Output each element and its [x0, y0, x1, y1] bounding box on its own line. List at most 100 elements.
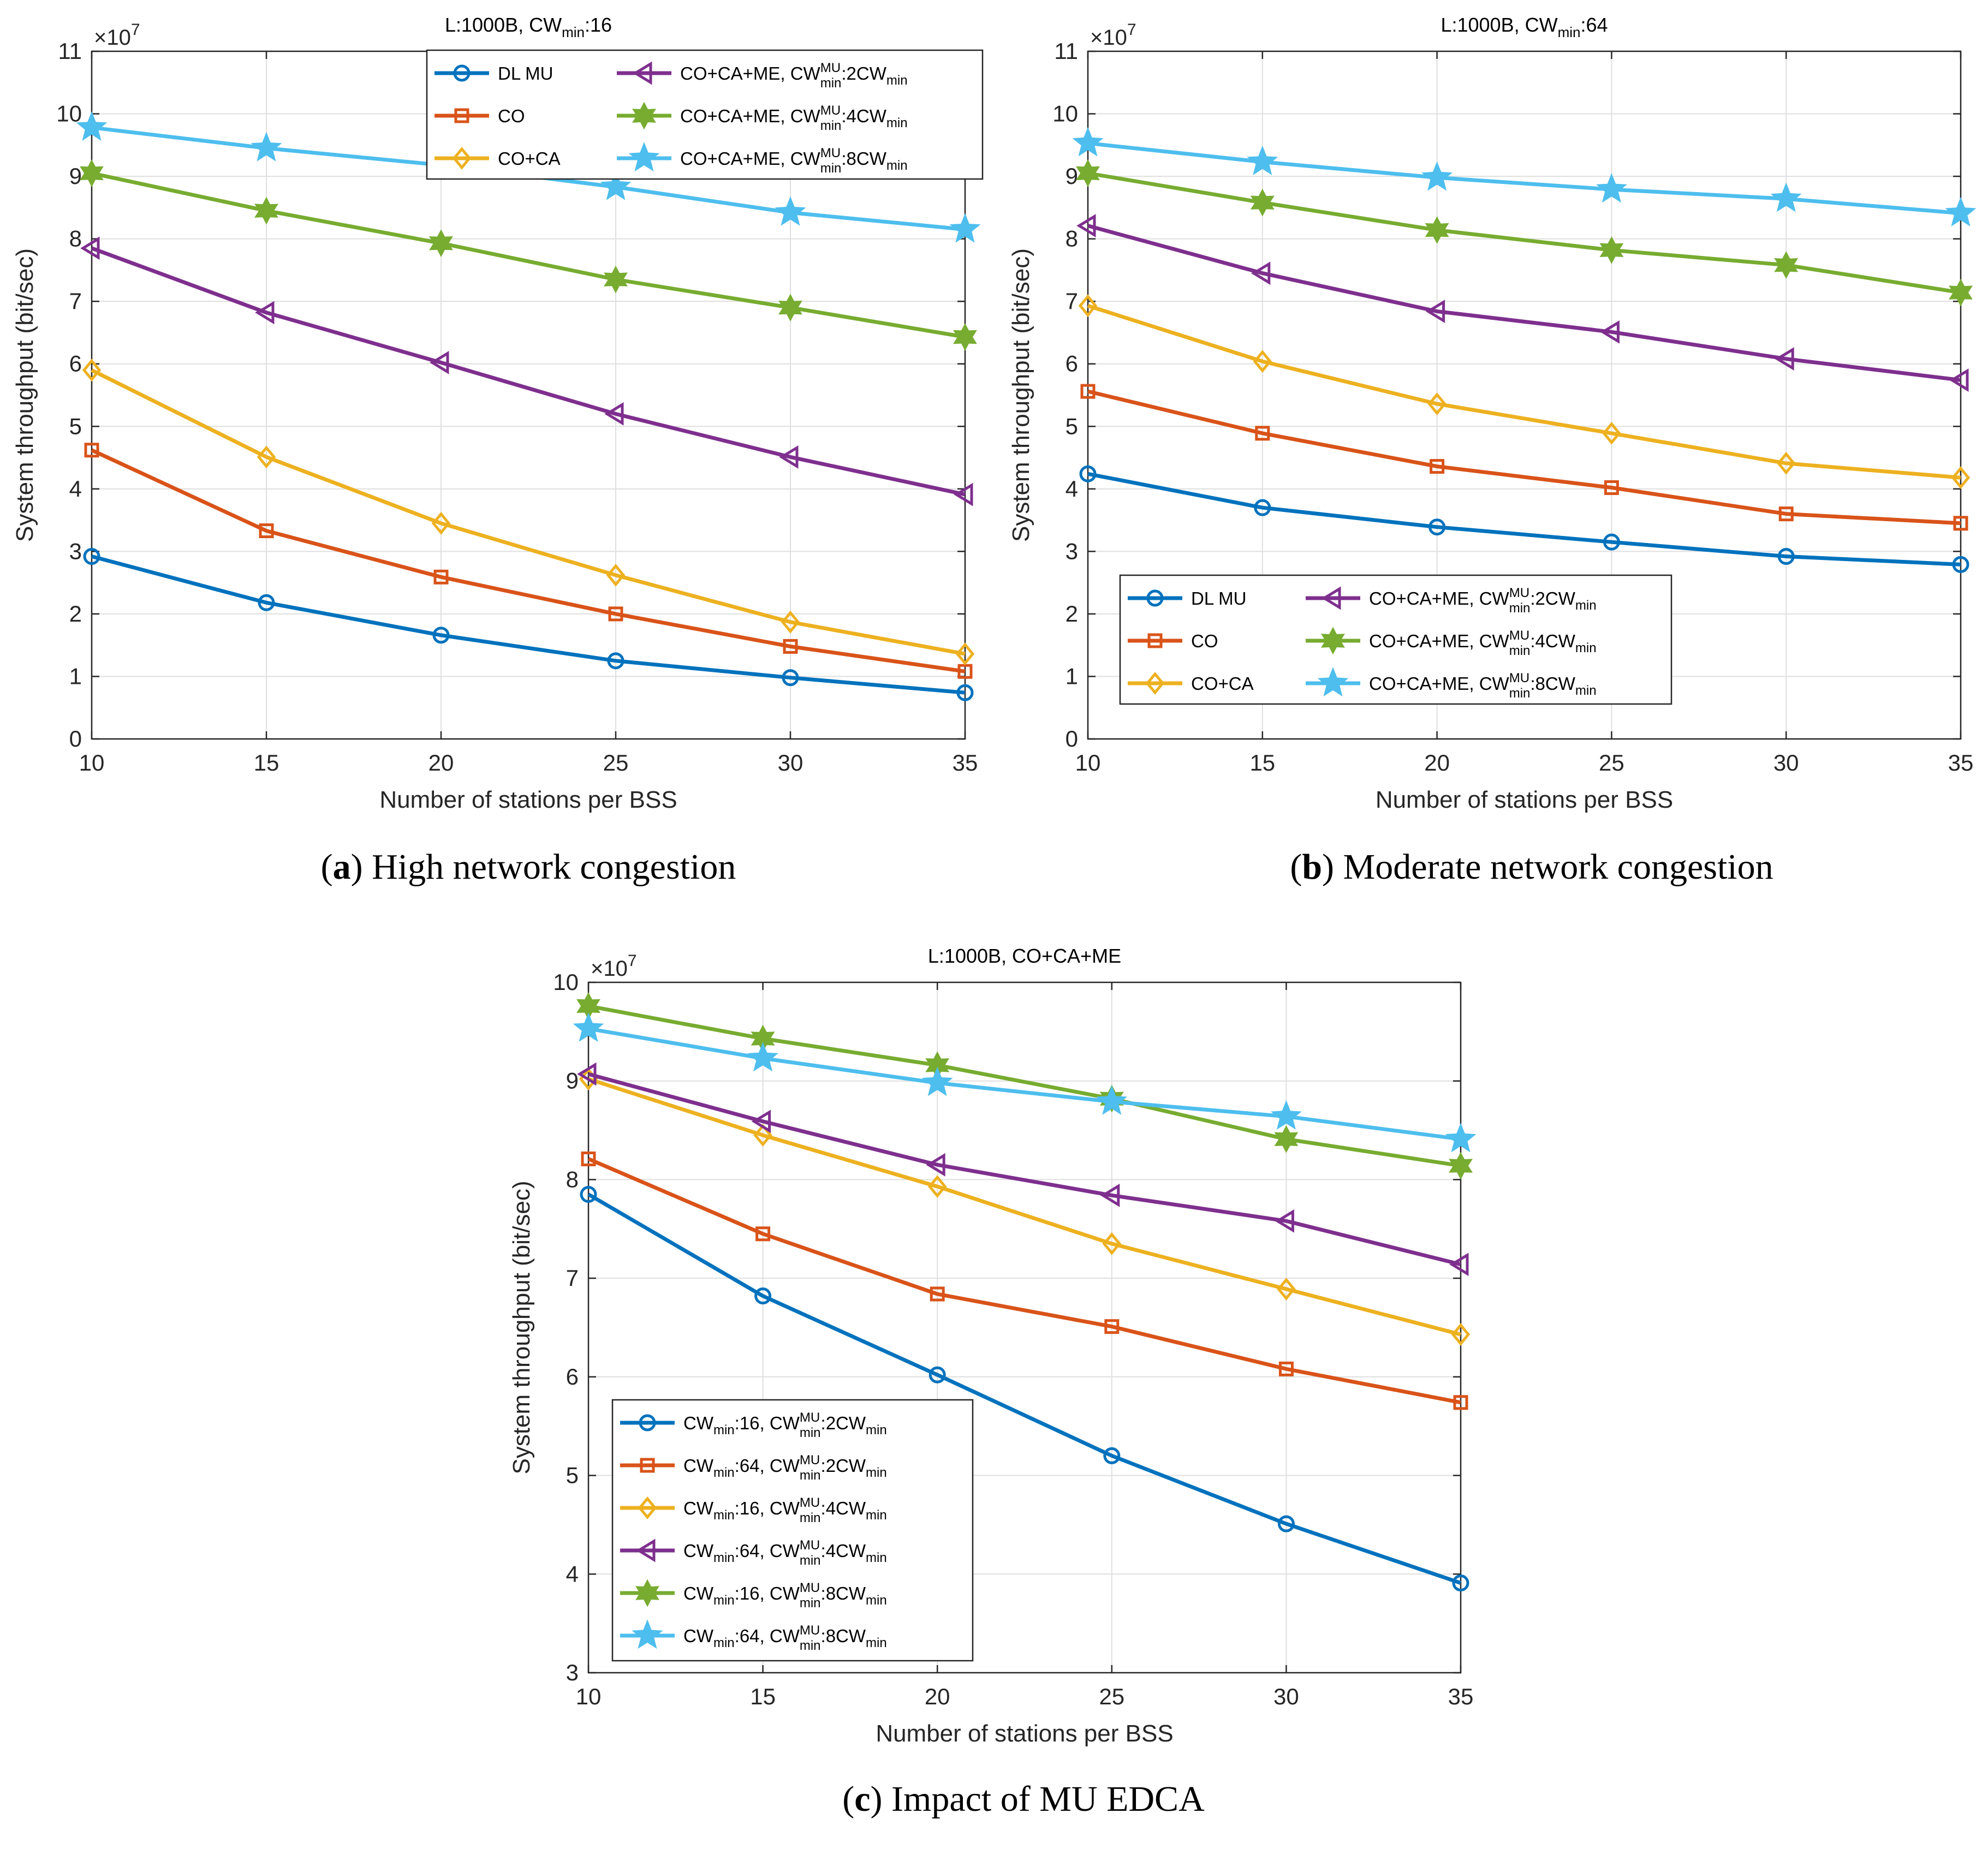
- legend-swatch-marker: [638, 1496, 657, 1519]
- data-point-marker: [1255, 426, 1270, 441]
- panel-caption: (b) Moderate network congestion: [1290, 847, 1773, 887]
- data-point-marker: [1770, 182, 1802, 212]
- legend-swatch-marker: [1321, 627, 1345, 655]
- legend-swatch-marker: [632, 102, 656, 130]
- legend-swatch-marker: [628, 142, 660, 172]
- y-tick-label: 7: [1066, 288, 1078, 314]
- data-point-marker: [954, 482, 973, 506]
- data-point-marker: [80, 159, 104, 187]
- series-line: [587, 1077, 1461, 1337]
- x-tick-label: 30: [1273, 1684, 1299, 1709]
- data-point-marker: [604, 265, 628, 294]
- y-tick-label: 11: [1054, 38, 1078, 64]
- axes-box: [1087, 50, 1962, 740]
- x-tick-label: 20: [1424, 750, 1450, 776]
- data-point-marker: [1774, 251, 1799, 279]
- data-point-marker: [955, 642, 975, 666]
- data-point-marker: [781, 610, 800, 634]
- data-point-marker: [1251, 261, 1271, 285]
- data-point-marker: [1104, 1319, 1120, 1334]
- data-point-marker: [1604, 480, 1619, 496]
- data-point-marker: [1428, 518, 1446, 536]
- series-line: [588, 1004, 1461, 1168]
- data-point-marker: [1453, 1395, 1468, 1410]
- y-tick-label: 4: [566, 1561, 579, 1586]
- y-tick-label: 9: [69, 163, 82, 189]
- legend-entry: CWmin:16, CWMU min:4CWmin: [620, 1495, 887, 1525]
- series-line: [91, 246, 966, 497]
- x-tick-label: 10: [79, 750, 105, 776]
- y-tick-label: 5: [1066, 413, 1078, 439]
- data-point-marker: [1596, 173, 1627, 203]
- legend-swatch-marker: [1147, 633, 1163, 648]
- data-point-marker: [1451, 1323, 1471, 1346]
- data-point-marker: [928, 1366, 946, 1383]
- data-point-marker: [957, 664, 973, 679]
- series-cyan: [573, 1012, 1477, 1153]
- data-point-marker: [431, 511, 451, 535]
- legend-label: DL MU: [498, 63, 553, 83]
- legend-label: CO: [1191, 631, 1218, 651]
- data-point-marker: [577, 1062, 597, 1086]
- legend-swatch-marker: [633, 61, 652, 85]
- data-point-marker: [1100, 1183, 1120, 1207]
- data-point-marker: [1602, 421, 1621, 445]
- data-point-marker: [1600, 320, 1620, 344]
- y-tick-label: 3: [566, 1660, 579, 1685]
- legend-label: CO+CA+ME, CWMU min:8CWmin: [680, 146, 908, 176]
- data-point-marker: [1427, 392, 1447, 415]
- legend-entry: CO+CA: [1128, 672, 1254, 695]
- data-point-marker: [1080, 384, 1096, 399]
- data-point-marker: [1253, 350, 1272, 373]
- legend-entry: DL MU: [1128, 588, 1246, 609]
- data-point-marker: [782, 669, 799, 687]
- data-point-marker: [927, 1175, 947, 1198]
- series-line: [1087, 303, 1961, 480]
- legend-label: CWmin:64, CWMU min:2CWmin: [683, 1453, 887, 1483]
- y-exponent-label: ×107: [1090, 21, 1136, 50]
- y-axis-label: System throughput (bit/sec): [1008, 248, 1034, 542]
- legend-label: CO+CA+ME, CWMU min:4CWmin: [1369, 628, 1597, 658]
- data-point-marker: [259, 523, 274, 539]
- x-tick-label: 25: [603, 750, 629, 776]
- data-point-marker: [956, 684, 974, 701]
- x-axis-label: Number of stations per BSS: [379, 786, 677, 813]
- data-point-marker: [926, 1153, 945, 1177]
- legend-entry: CO+CA+ME, CWMU min:8CWmin: [617, 142, 908, 176]
- data-point-marker: [84, 443, 99, 458]
- data-point-marker: [76, 111, 108, 141]
- data-point-marker: [607, 652, 624, 670]
- legend-label: CWmin:64, CWMU min:8CWmin: [683, 1623, 887, 1653]
- legend: DL MU CO CO+CA CO+CA+ME, CWMU min:2CWmin CO+C…: [1119, 574, 1672, 705]
- y-tick-label: 6: [566, 1364, 579, 1389]
- data-point-marker: [82, 359, 102, 382]
- data-point-marker: [1949, 368, 1969, 392]
- legend-box: [1119, 574, 1672, 705]
- series-yellow: [1078, 294, 1971, 490]
- data-point-marker: [754, 1287, 772, 1305]
- y-tick-label: 10: [56, 101, 82, 127]
- data-point-marker: [753, 1124, 772, 1147]
- chart-panel-a: 10 15 20 25 30 35 0 1 2 3 4 5 6 7 8 9 10 11 ×107 Number of …: [11, 14, 984, 813]
- data-point-marker: [921, 1066, 953, 1096]
- legend-swatch-marker: [453, 64, 471, 82]
- data-point-marker: [254, 196, 278, 225]
- legend-label: DL MU: [1191, 588, 1246, 609]
- data-point-marker: [573, 1012, 604, 1042]
- y-tick-label: 3: [1066, 538, 1078, 564]
- series-orange: [581, 1151, 1468, 1410]
- y-tick-label: 4: [69, 476, 82, 502]
- x-tick-label: 35: [953, 750, 978, 776]
- data-point-marker: [783, 639, 798, 654]
- x-tick-label: 10: [1075, 750, 1101, 776]
- data-point-marker: [1274, 1125, 1299, 1153]
- data-point-marker: [775, 196, 806, 226]
- data-point-marker: [755, 1226, 771, 1242]
- y-tick-label: 2: [69, 601, 82, 627]
- y-tick-label: 11: [58, 38, 82, 64]
- y-tick-label: 10: [1052, 101, 1078, 127]
- y-tick-label: 9: [1066, 163, 1078, 189]
- legend-label: CO+CA+ME, CWMU min:2CWmin: [680, 61, 908, 91]
- data-point-marker: [930, 1286, 945, 1302]
